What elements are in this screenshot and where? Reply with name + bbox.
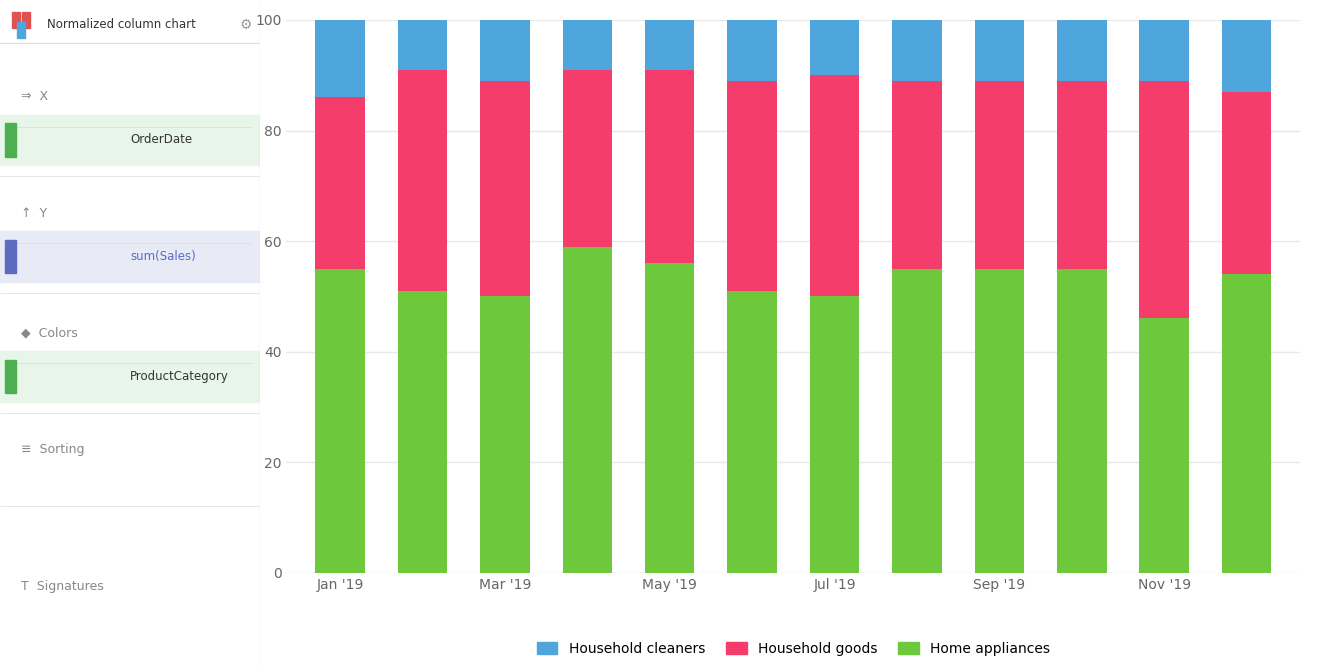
Bar <box>480 296 529 573</box>
Bar <box>1139 318 1189 573</box>
Bar <box>5 240 16 273</box>
Bar <box>562 246 612 573</box>
Bar <box>22 12 30 28</box>
Bar <box>562 70 612 246</box>
Bar <box>315 20 364 97</box>
Bar <box>1057 20 1106 81</box>
Text: OrderDate: OrderDate <box>129 133 193 147</box>
Bar <box>727 20 777 81</box>
Bar <box>0 351 260 402</box>
Bar <box>645 20 694 70</box>
Bar <box>480 20 529 81</box>
Bar <box>727 81 777 291</box>
Text: ⚙: ⚙ <box>239 17 252 32</box>
Bar <box>315 268 364 573</box>
Bar <box>1222 20 1271 92</box>
Bar <box>974 20 1024 81</box>
Bar <box>0 115 260 165</box>
Bar <box>562 20 612 70</box>
Bar <box>809 296 859 573</box>
Bar <box>809 75 859 296</box>
Bar <box>397 291 447 573</box>
Bar <box>645 70 694 263</box>
Text: Normalized column chart: Normalized column chart <box>46 18 195 31</box>
Text: ↑  Y: ↑ Y <box>21 206 48 220</box>
Text: ProductCategory: ProductCategory <box>129 370 228 383</box>
Bar <box>974 81 1024 268</box>
Bar <box>1139 81 1189 318</box>
Bar <box>12 12 20 28</box>
Bar <box>974 268 1024 573</box>
Bar <box>645 263 694 573</box>
Bar <box>17 22 25 38</box>
Bar <box>397 20 447 70</box>
Bar <box>892 81 941 268</box>
Bar <box>892 268 941 573</box>
Text: ◆  Colors: ◆ Colors <box>21 326 78 340</box>
Bar <box>397 70 447 291</box>
Text: ⇒  X: ⇒ X <box>21 90 48 103</box>
Bar <box>892 20 941 81</box>
Bar <box>1139 20 1189 81</box>
Bar <box>1222 92 1271 274</box>
Legend: Household cleaners, Household goods, Home appliances: Household cleaners, Household goods, Hom… <box>529 635 1057 663</box>
Bar <box>1057 268 1106 573</box>
Bar <box>809 20 859 75</box>
Bar <box>315 97 364 268</box>
Bar <box>5 360 16 393</box>
Bar <box>1057 81 1106 268</box>
Bar <box>1222 274 1271 573</box>
Bar <box>0 0 260 43</box>
Text: ≡  Sorting: ≡ Sorting <box>21 443 84 456</box>
Bar <box>5 123 16 157</box>
Text: T  Signatures: T Signatures <box>21 579 103 593</box>
Bar <box>0 231 260 282</box>
Text: sum(Sales): sum(Sales) <box>129 250 195 263</box>
Bar <box>480 81 529 296</box>
Bar <box>727 291 777 573</box>
